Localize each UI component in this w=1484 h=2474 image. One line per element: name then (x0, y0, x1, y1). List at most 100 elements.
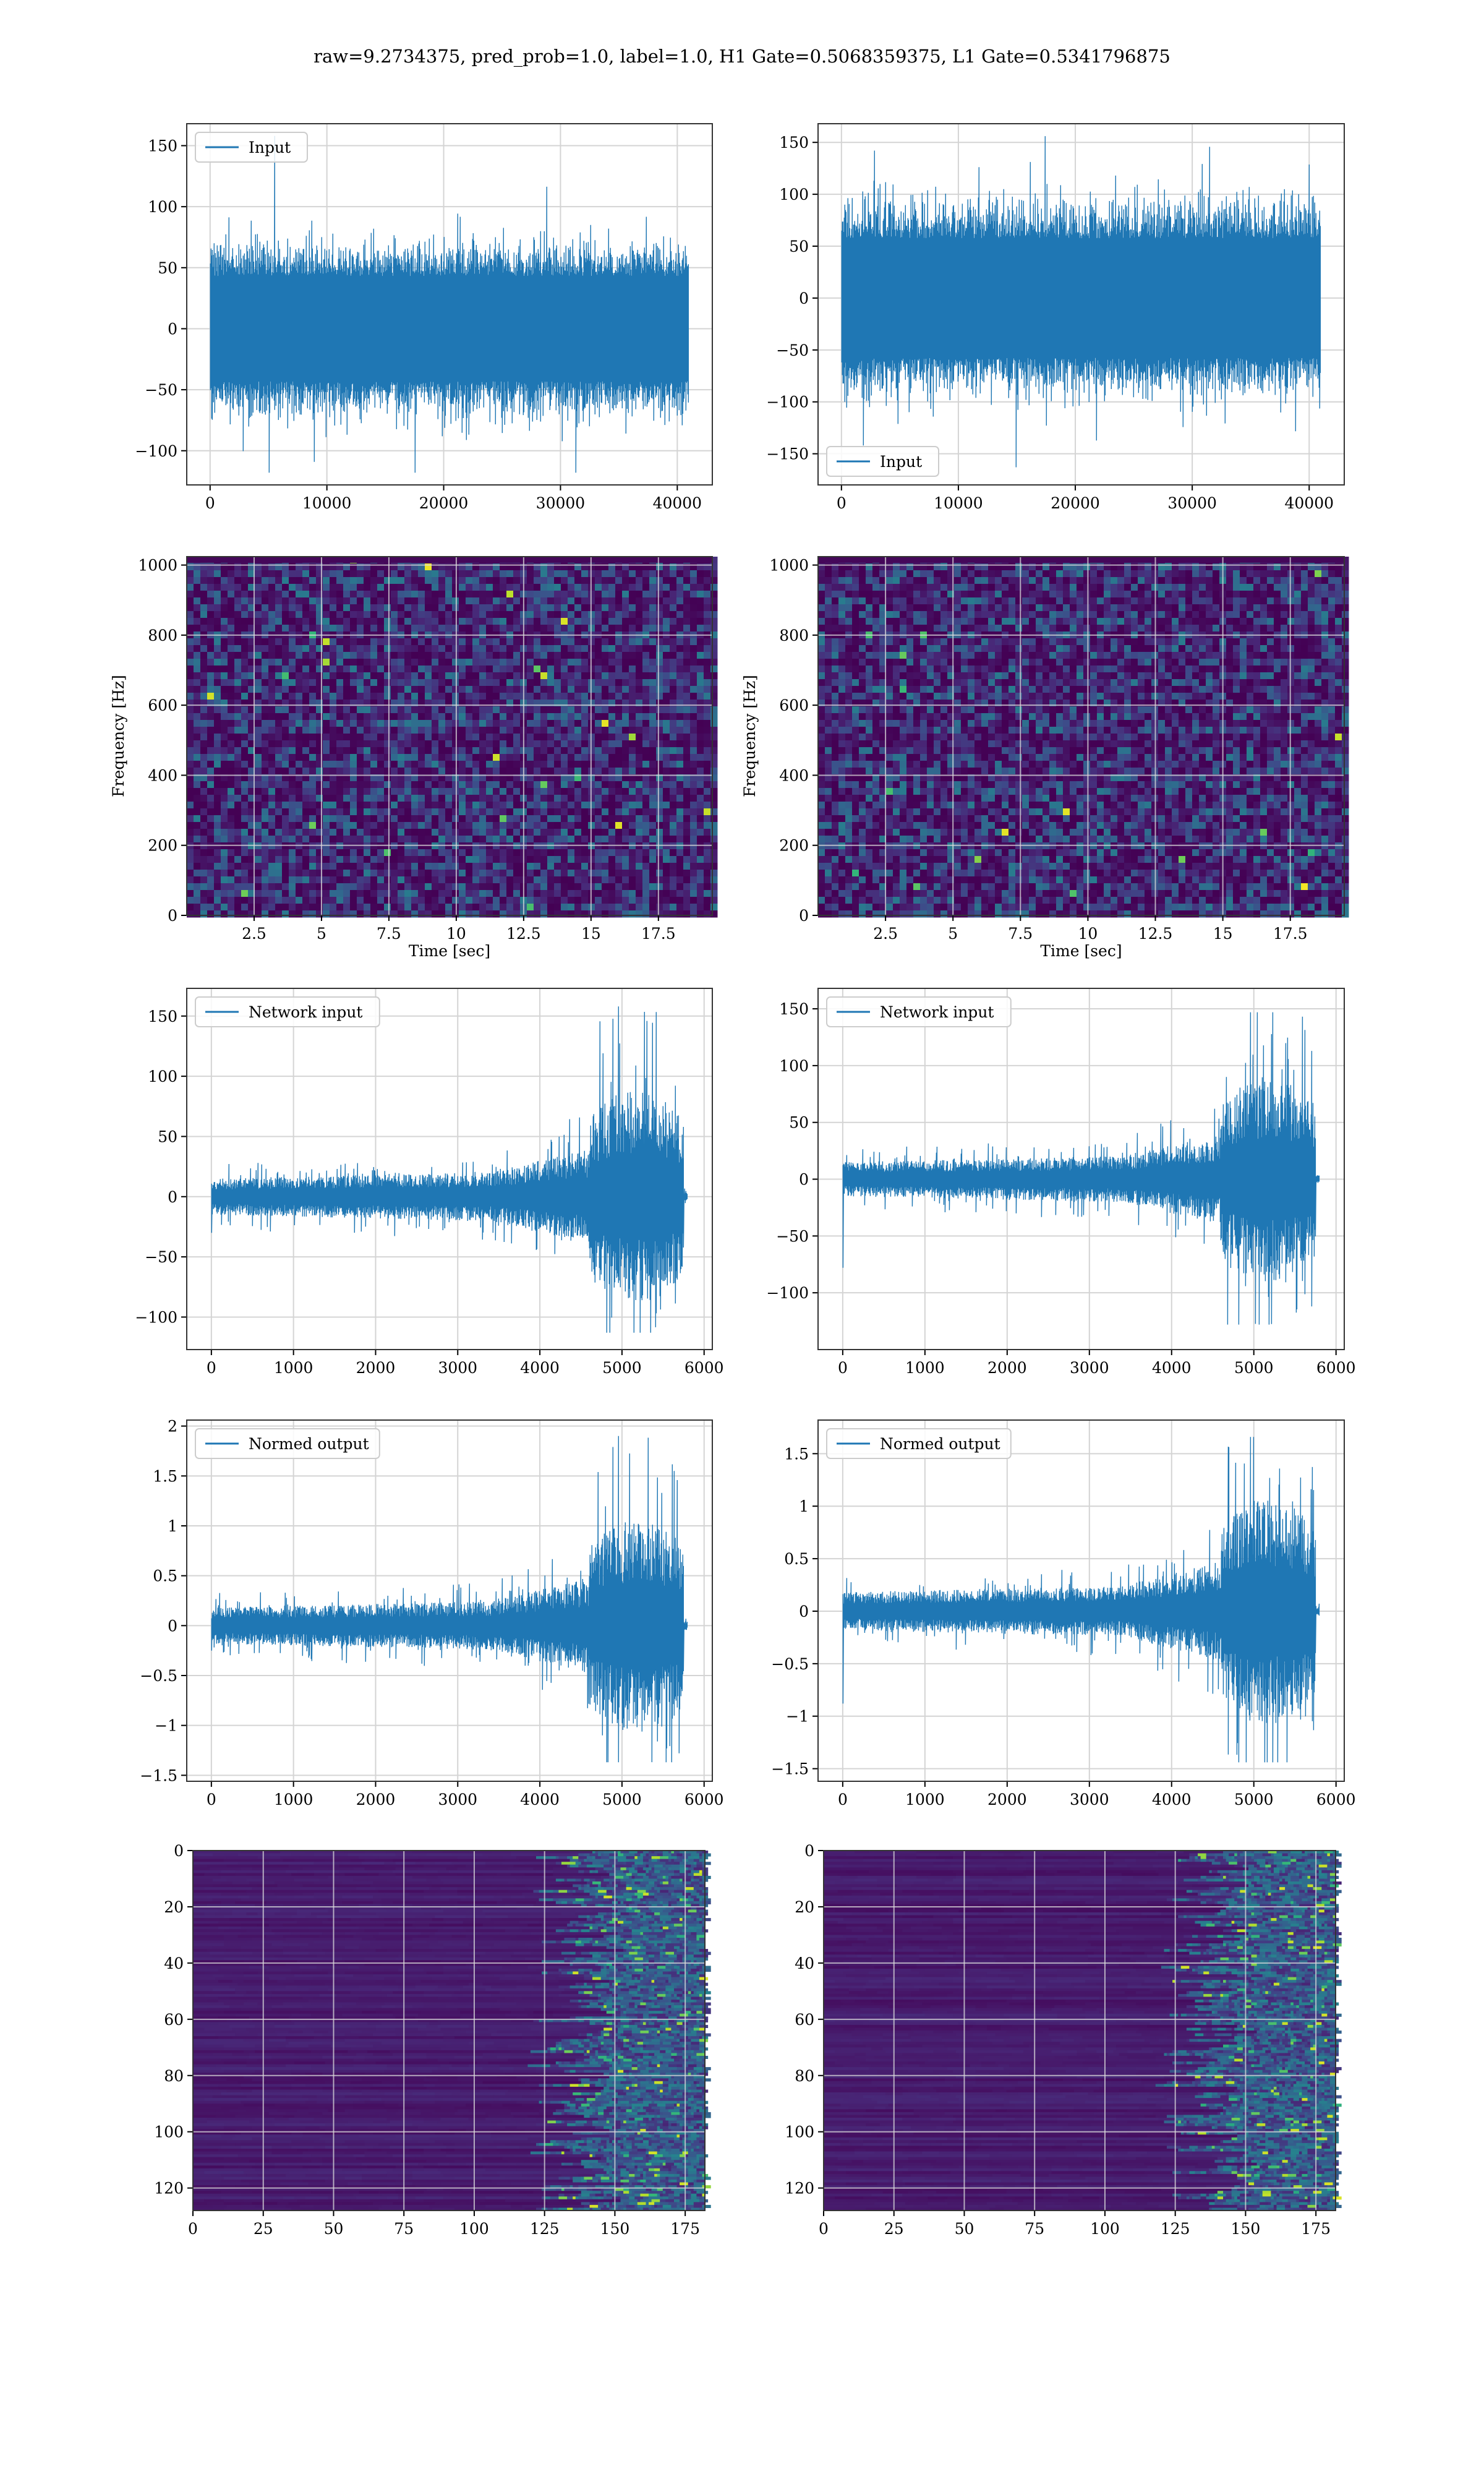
spec-h1-cell (289, 577, 296, 584)
spec-h1-cell (506, 822, 514, 829)
spec-h1-cell (513, 788, 521, 795)
spec-h1-xlabel: Time [sec] (409, 942, 490, 960)
spec-h1-cell (255, 604, 262, 612)
spec-h1-cell (357, 863, 364, 870)
spec-h1-cell (296, 625, 303, 632)
spec-h1-cell (221, 638, 228, 646)
spec-l1-cell (1335, 563, 1342, 571)
spec-h1-cell (384, 883, 391, 891)
spec-l1-cell (1022, 563, 1030, 571)
spec-h1-cell (493, 618, 500, 625)
spec-h1-cell (330, 870, 337, 877)
spec-h1-cell (432, 740, 439, 748)
spec-h1-cell (663, 679, 670, 687)
spec-h1-cell (370, 754, 378, 761)
input-h1-ytick-label: −50 (145, 381, 177, 399)
spec-h1-cell (506, 645, 514, 653)
spec-h1-cell (187, 856, 194, 863)
spec-h1-cell (228, 897, 235, 904)
spec-h1-cell (357, 611, 364, 618)
spec-h1-cell (676, 638, 684, 646)
spec-h1-cell (622, 904, 629, 911)
spec-h1-cell (343, 720, 351, 727)
spec-h1-cell (187, 666, 194, 673)
spec-l1-cell (1267, 604, 1274, 612)
spec-h1-cell (214, 700, 221, 707)
spec-h1-cell (466, 713, 473, 721)
spec-h1-cell (561, 563, 568, 571)
spec-h1-cell (370, 768, 378, 775)
spec-l1-cell (1328, 591, 1336, 598)
spec-h1-cell (479, 638, 487, 646)
spec-h1-cell (398, 679, 405, 687)
spec-h1-cell (595, 727, 602, 734)
spec-h1-cell (262, 904, 269, 911)
spec-l1-cell (1301, 570, 1308, 578)
spec-h1-cell (221, 720, 228, 727)
spec-h1-cell (683, 686, 691, 693)
spec-h1-cell (527, 591, 534, 598)
spec-h1-cell (649, 734, 657, 741)
spec-h1-cell (690, 734, 697, 741)
spec-h1-cell (316, 781, 323, 789)
spec-h1-cell (506, 883, 514, 891)
spec-h1-cell (581, 720, 589, 727)
spec-h1-cell (221, 618, 228, 625)
spec-h1-cell (357, 679, 364, 687)
spec-h1-cell (581, 706, 589, 714)
spec-h1-cell (554, 700, 561, 707)
spec-h1-cell (547, 829, 555, 836)
spec-h1-cell (527, 720, 534, 727)
spec-h1-cell (568, 659, 575, 666)
spec-h1-cell (622, 693, 629, 700)
spec-h1-cell (602, 740, 609, 748)
spec-h1-cell (357, 570, 364, 578)
spec-h1-cell (452, 679, 459, 687)
spec-h1-cell (466, 597, 473, 605)
spec-h1-cell (534, 693, 541, 700)
spec-l1-cell (1111, 597, 1118, 605)
spec-h1-cell (663, 768, 670, 775)
spec-h1-cell (615, 747, 623, 755)
spec-h1-cell (391, 618, 398, 625)
spec-h1-cell (697, 584, 704, 591)
spec-h1-cell (391, 638, 398, 646)
spec-h1-cell (547, 604, 555, 612)
spec-h1-cell (574, 720, 582, 727)
spec-h1-cell (479, 856, 487, 863)
spec-h1-cell (187, 768, 194, 775)
spec-l1-cell (940, 604, 948, 612)
spec-h1-cell (642, 768, 650, 775)
spec-h1-cell (438, 611, 446, 618)
spec-h1-cell (350, 836, 357, 843)
spec-l1-cell (1274, 597, 1281, 605)
spec-h1-cell (574, 740, 582, 748)
spec-h1-cell (370, 870, 378, 877)
spec-h1-cell (316, 815, 323, 823)
spec-h1-cell (316, 883, 323, 891)
spec-h1-cell (255, 706, 262, 714)
spec-l1-cell (1104, 577, 1111, 584)
spec-h1-cell (207, 747, 215, 755)
spec-h1-cell (275, 747, 283, 755)
spec-h1-cell (404, 577, 412, 584)
spec-h1-cell (642, 597, 650, 605)
spec-h1-cell (683, 706, 691, 714)
spec-h1-cell (486, 659, 493, 666)
spec-h1-cell (350, 829, 357, 836)
spec-h1-cell (323, 856, 330, 863)
spec-h1-cell (377, 768, 385, 775)
spec-h1-cell (357, 815, 364, 823)
spec-h1-cell (697, 693, 704, 700)
spec-l1-cell (1009, 618, 1016, 625)
spec-h1-cell (234, 842, 242, 850)
spec-h1-cell (500, 890, 507, 897)
spec-l1-cell (1063, 584, 1070, 591)
spec-h1-cell (262, 802, 269, 809)
spec-h1-cell (336, 815, 344, 823)
spec-h1-cell (622, 876, 629, 884)
spec-h1-cell (302, 563, 310, 571)
spec-l1-cell (852, 611, 859, 618)
spec-h1-cell (608, 829, 616, 836)
spec-h1-cell (445, 910, 453, 918)
